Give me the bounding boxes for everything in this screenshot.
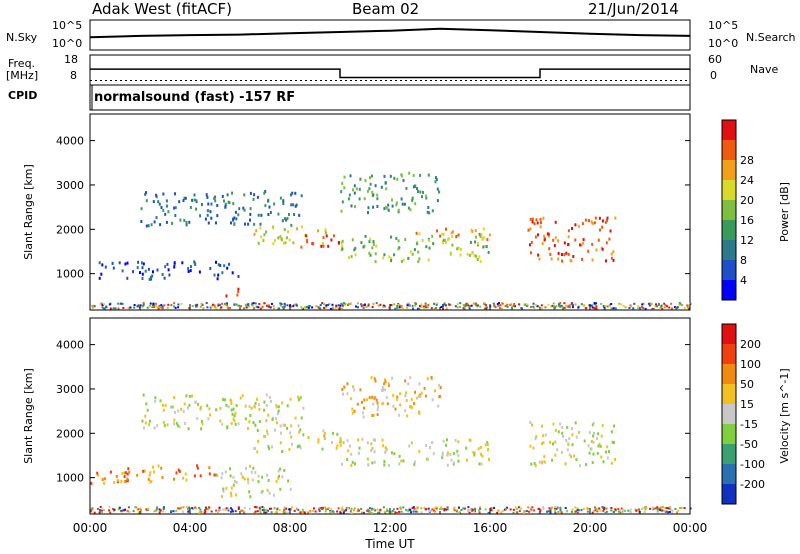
freq-right-tick-top: 60: [708, 53, 722, 66]
power-colorbar-label: Power [dB]: [778, 182, 791, 242]
vel-ytick-label-2: 3000: [56, 383, 84, 396]
power-colorbar-swatch-3: [722, 180, 736, 200]
vel-colorbar-swatch-7: [722, 464, 736, 484]
vel-echo-6: [90, 464, 216, 485]
power-echo-6: [98, 260, 240, 281]
panel-frame-cpid: [89, 84, 691, 111]
power-ytick-label-0: 1000: [56, 268, 84, 281]
power-colorbar-tick-1: 8: [740, 254, 747, 267]
power-colorbar-swatch-6: [722, 240, 736, 260]
panel-frame-vel: [89, 317, 691, 515]
vel-colorbar-swatch-2: [722, 364, 736, 384]
vel-ground-scatter: [90, 506, 692, 514]
noise-left-label: N.Sky: [6, 31, 38, 44]
freq-left-tick-bottom: 8: [70, 69, 77, 82]
power-ground-scatter: [91, 302, 692, 310]
power-echo-3: [340, 234, 490, 264]
power-colorbar-swatch-4: [722, 200, 736, 220]
vel-echo-5: [341, 375, 442, 419]
xtick-label-2: 08:00: [273, 521, 308, 535]
xtick-label-5: 20:00: [573, 521, 608, 535]
xtick-label-3: 12:00: [373, 521, 408, 535]
vel-echo-1: [253, 429, 342, 454]
power-ytick-label-3: 4000: [56, 135, 84, 148]
power-echo-1: [253, 225, 327, 246]
vel-echo-0: [141, 393, 305, 432]
xtick-label-4: 16:00: [473, 521, 508, 535]
power-colorbar-swatch-0: [722, 120, 736, 140]
vel-colorbar-tick-5: -50: [740, 438, 758, 451]
vel-colorbar-swatch-0: [722, 324, 736, 344]
vel-colorbar-tick-4: -15: [740, 418, 758, 431]
panel-frame-power: [89, 113, 691, 311]
vel-colorbar-tick-7: -200: [740, 478, 765, 491]
freq-right-tick-bottom: 0: [710, 69, 717, 82]
vel-colorbar-swatch-4: [722, 404, 736, 424]
power-colorbar-swatch-2: [722, 160, 736, 180]
power-colorbar-swatch-1: [722, 140, 736, 160]
vel-echo-3: [529, 421, 616, 468]
power-colorbar-tick-2: 12: [740, 234, 754, 247]
freq-line: [90, 68, 690, 79]
vel-colorbar-label: Velocity [m s^-1]: [778, 368, 791, 463]
power-colorbar-tick-4: 20: [740, 194, 754, 207]
vel-ytick-label-1: 2000: [56, 427, 84, 440]
power-echo-0: [140, 190, 303, 228]
cpid-label: CPID: [8, 89, 38, 102]
vel-ytick-label-0: 1000: [56, 472, 84, 485]
power-colorbar-tick-0: 4: [740, 274, 747, 287]
noise-right-tick-top: 10^5: [708, 19, 739, 32]
noise-right-tick-bottom: 10^0: [708, 37, 739, 50]
power-echo-7: [225, 287, 240, 298]
vel-colorbar-swatch-1: [722, 344, 736, 364]
power-echo-8: [340, 171, 441, 215]
power-ytick-label-1: 2000: [56, 223, 84, 236]
power-ylabel: Slant Range [km]: [22, 164, 35, 260]
vel-colorbar-tick-0: 200: [740, 338, 761, 351]
power-ytick-label-2: 3000: [56, 179, 84, 192]
noise-left-tick-top: 10^5: [52, 19, 83, 32]
freq-left-label: Freq.: [8, 57, 36, 70]
vel-ylabel: Slant Range [km]: [22, 368, 35, 464]
vel-colorbar-tick-6: -100: [740, 458, 765, 471]
vel-colorbar-swatch-8: [722, 484, 736, 504]
power-colorbar-frame: [721, 119, 737, 301]
vel-ytick-label-3: 4000: [56, 339, 84, 352]
date-title: 21/Jun/2014: [588, 0, 679, 18]
power-colorbar-swatch-7: [722, 260, 736, 280]
vel-colorbar-tick-3: 15: [740, 398, 754, 411]
power-colorbar-tick-3: 16: [740, 214, 754, 227]
vel-colorbar-frame: [721, 323, 737, 505]
power-colorbar-swatch-5: [722, 220, 736, 240]
beam-title: Beam 02: [352, 0, 420, 18]
vel-colorbar-swatch-3: [722, 384, 736, 404]
xlabel: Time UT: [364, 537, 415, 551]
freq-left-tick-top: 18: [64, 53, 78, 66]
power-colorbar-tick-6: 28: [740, 154, 754, 167]
power-echo-4: [415, 227, 491, 242]
vel-colorbar-swatch-6: [722, 444, 736, 464]
power-colorbar-swatch-8: [722, 280, 736, 300]
vel-colorbar-tick-2: 50: [740, 378, 754, 391]
freq-right-label: Nave: [750, 63, 779, 76]
noise-right-label: N.Search: [746, 31, 796, 44]
freq-left-unit: [MHz]: [6, 69, 39, 82]
noise-left-tick-bottom: 10^0: [52, 37, 83, 50]
power-colorbar-tick-5: 24: [740, 174, 754, 187]
vel-echo-2: [341, 437, 490, 467]
vel-colorbar-swatch-5: [722, 424, 736, 444]
noise-sky-line: [89, 27, 691, 39]
power-echo-2: [300, 234, 340, 249]
xtick-label-0: 00:00: [73, 521, 108, 535]
vel-echo-4: [215, 464, 292, 499]
xtick-label-6: 00:00: [673, 521, 708, 535]
cpid-program: normalsound (fast) -157 RF: [94, 90, 296, 105]
xtick-label-1: 04:00: [173, 521, 208, 535]
station-title: Adak West (fitACF): [92, 0, 232, 18]
vel-colorbar-tick-1: 100: [740, 358, 761, 371]
power-echo-5: [527, 216, 617, 263]
